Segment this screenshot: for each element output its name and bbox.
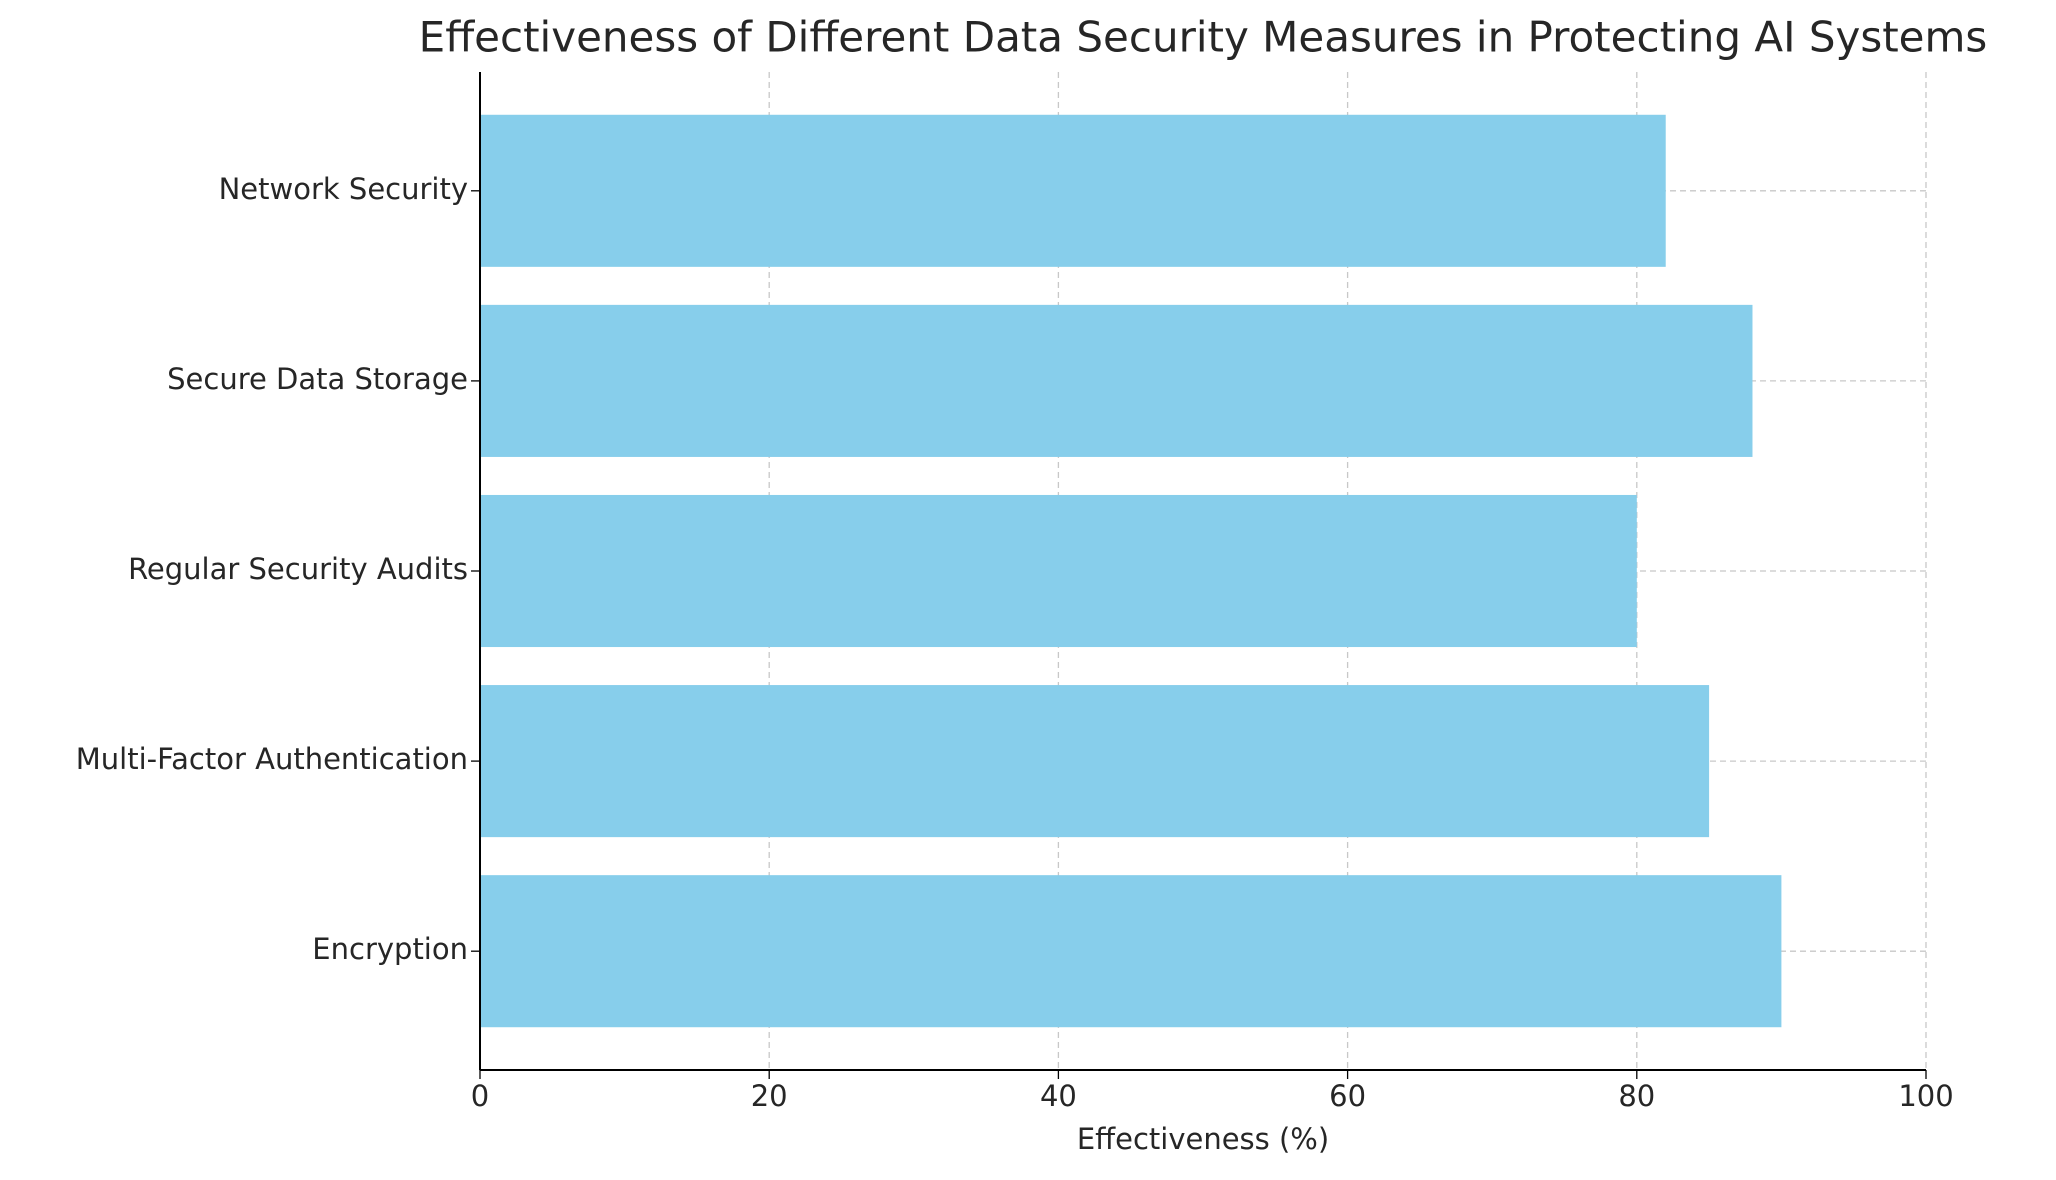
x-tick-label: 60	[1329, 1079, 1366, 1113]
x-tick-label: 100	[1898, 1079, 1953, 1113]
x-tick-label: 20	[751, 1079, 788, 1113]
y-tick-label: Secure Data Storage	[167, 362, 468, 396]
x-axis-label: Effectiveness (%)	[1077, 1122, 1329, 1156]
x-tick-label: 40	[1040, 1079, 1077, 1113]
bar	[480, 494, 1637, 648]
bar	[480, 304, 1753, 457]
y-tick-label: Network Security	[219, 172, 468, 206]
bar	[480, 685, 1710, 838]
y-tick-label: Multi-Factor Authentication	[76, 742, 468, 776]
y-tick-label: Regular Security Audits	[128, 552, 468, 586]
chart-title: Effectiveness of Different Data Security…	[419, 13, 1988, 62]
bar	[480, 114, 1666, 267]
bar	[480, 875, 1782, 1028]
x-tick-label: 80	[1618, 1079, 1655, 1113]
y-tick-label: Encryption	[312, 932, 468, 966]
x-tick-label: 0	[471, 1079, 489, 1113]
